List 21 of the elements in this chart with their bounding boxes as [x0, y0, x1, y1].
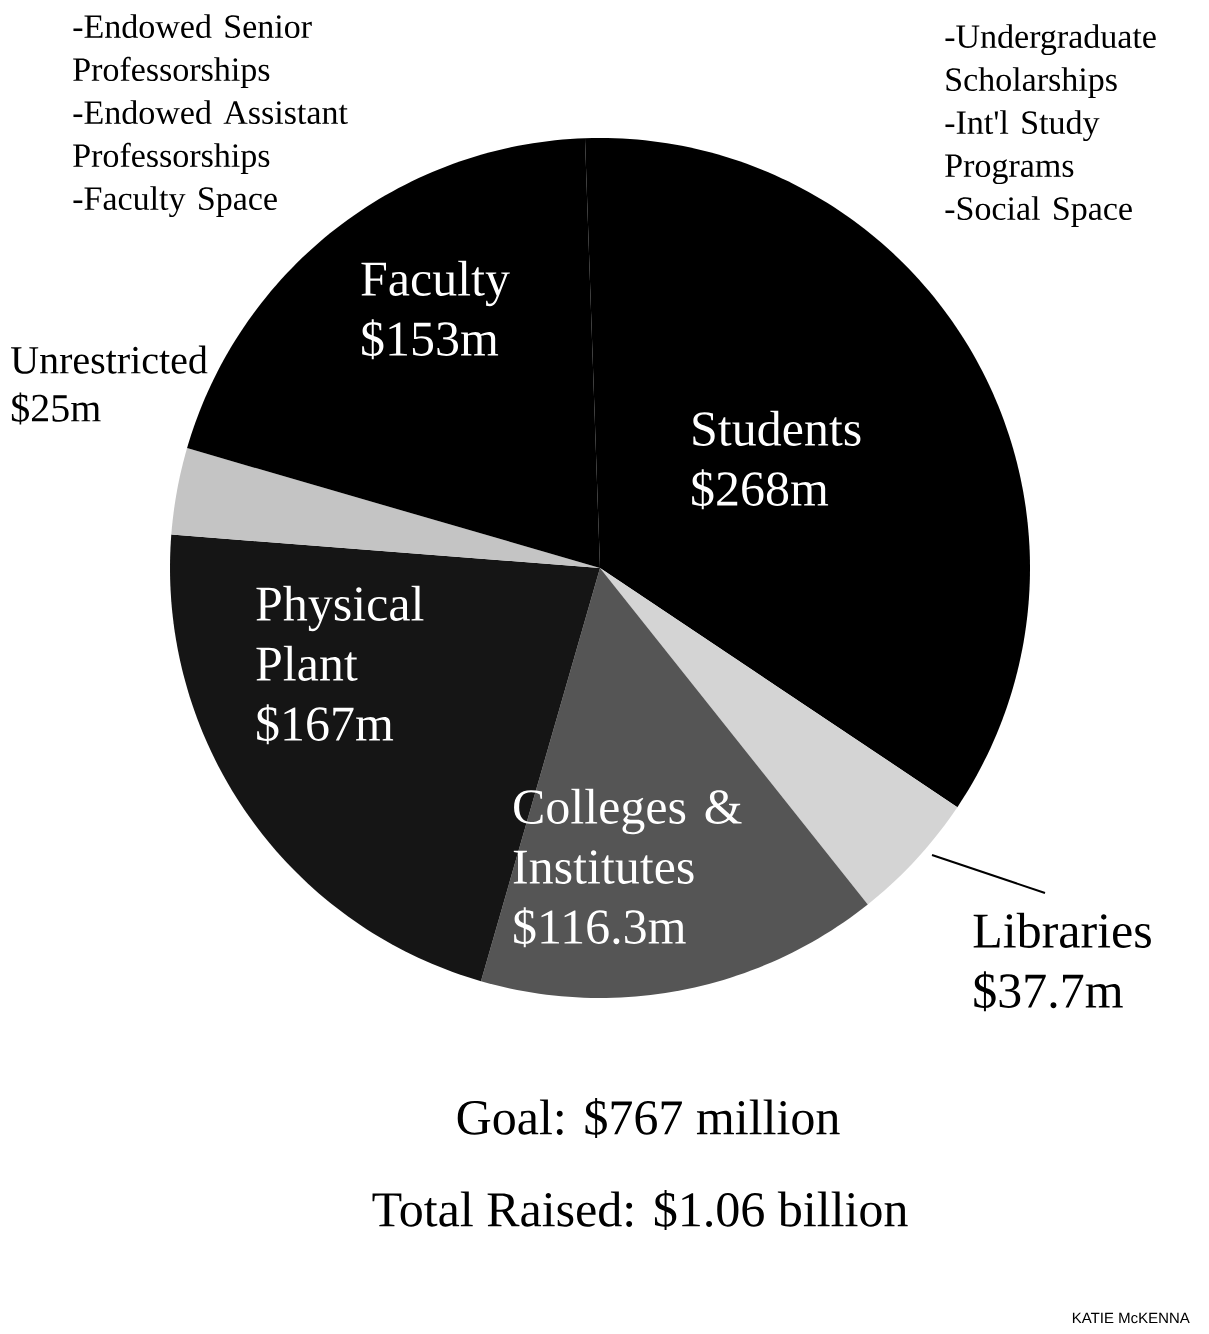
data-label: $25m — [11, 392, 101, 425]
text: Goal: $767 million — [457, 1098, 840, 1138]
text: -Endowed Assistant Professorships — [73, 100, 348, 175]
data-label: $116.3m — [514, 907, 686, 948]
data-label: $37.7m — [974, 971, 1123, 1012]
text: -Endowed Senior Professorships — [73, 14, 312, 89]
slice-label: Faculty — [361, 260, 510, 307]
text: -Social Space — [945, 196, 1132, 228]
text: -Faculty Space — [73, 186, 277, 218]
slice-label: Students — [693, 410, 861, 446]
text: KATIE McKENNA — [1072, 1312, 1190, 1324]
slice-label: Libraries — [973, 912, 1151, 948]
text: -Undergraduate Scholarships — [945, 24, 1156, 99]
slice-label: Colleges & Institutes — [513, 788, 742, 884]
data-label: $268m — [692, 469, 829, 510]
data-label: $167m — [257, 704, 394, 745]
text: -Int'l Study Programs — [945, 110, 1100, 185]
text: Total Raised: $1.06 billion — [372, 1190, 908, 1230]
slice-label: Unrestricted — [11, 345, 208, 374]
data-label: $153m — [362, 319, 499, 360]
slice-label: Physical Plant — [256, 585, 424, 681]
